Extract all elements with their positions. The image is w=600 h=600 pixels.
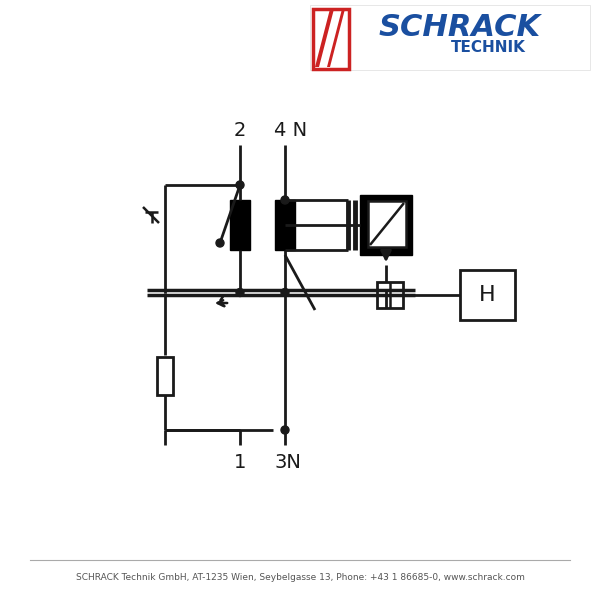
Bar: [310, 5, 590, 70]
Circle shape: [281, 426, 289, 434]
Circle shape: [281, 289, 289, 296]
Bar: [157, 357, 173, 395]
Bar: [377, 282, 403, 308]
Circle shape: [236, 181, 244, 189]
Circle shape: [281, 196, 289, 204]
Text: SCHRACK Technik GmbH, AT-1235 Wien, Seybelgasse 13, Phone: +43 1 86685-0, www.sc: SCHRACK Technik GmbH, AT-1235 Wien, Seyb…: [76, 574, 524, 583]
Circle shape: [216, 239, 224, 247]
Text: 3N: 3N: [275, 453, 301, 472]
Bar: [460, 270, 515, 320]
Text: 2: 2: [234, 121, 246, 140]
Bar: [360, 195, 412, 255]
Bar: [230, 200, 250, 250]
Text: 4 N: 4 N: [274, 121, 308, 140]
Text: H: H: [479, 285, 496, 305]
Polygon shape: [319, 9, 342, 67]
Text: TECHNIK: TECHNIK: [451, 40, 526, 55]
Text: 1: 1: [234, 453, 246, 472]
Bar: [275, 200, 295, 250]
Text: SCHRACK: SCHRACK: [379, 13, 541, 41]
Bar: [368, 201, 406, 247]
Bar: [313, 9, 349, 69]
Circle shape: [236, 289, 244, 296]
Polygon shape: [315, 9, 345, 67]
